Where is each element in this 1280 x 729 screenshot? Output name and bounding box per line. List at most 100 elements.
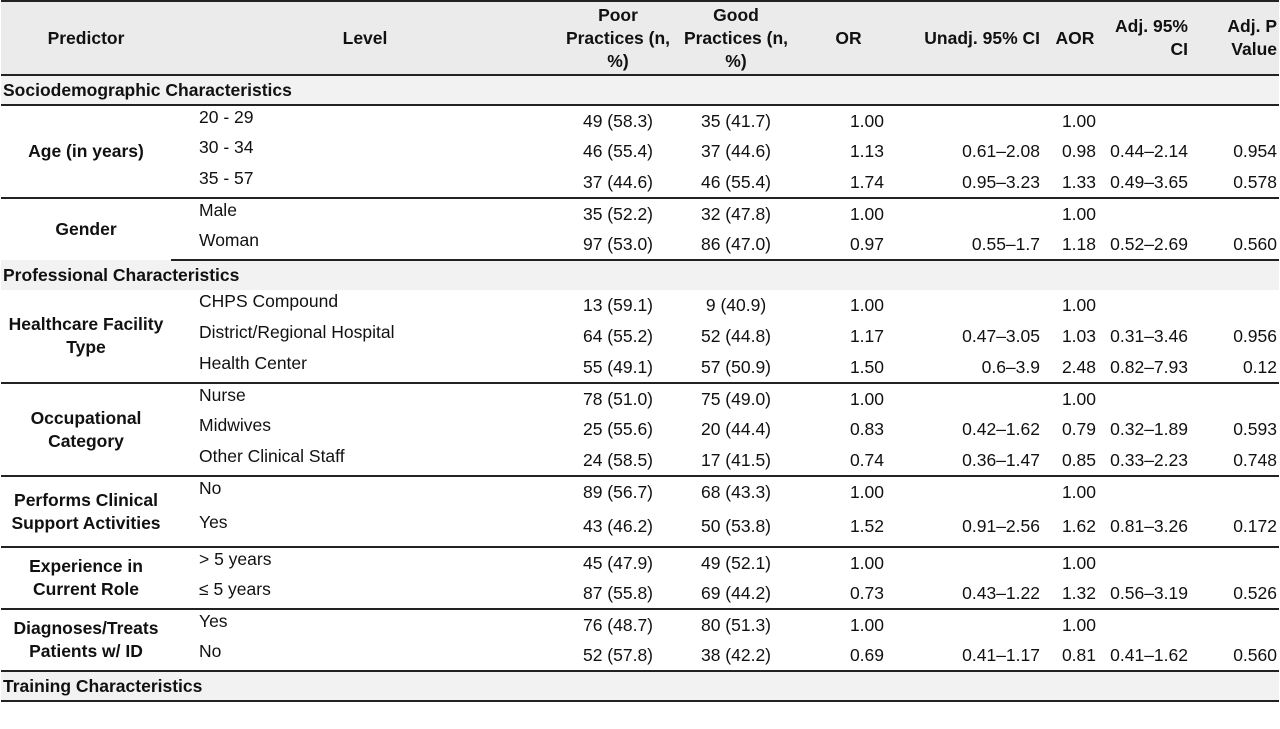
level-cell: Other Clinical Staff: [199, 445, 345, 466]
adj-ci-cell: [1100, 475, 1192, 507]
or-cell: 1.00: [795, 382, 902, 414]
poor-cell: 49 (58.3): [559, 104, 677, 136]
good-cell: 50 (53.8): [700, 516, 772, 536]
adj-ci-cell: 0.44–2.14: [1110, 141, 1188, 161]
adj-ci-cell: [1100, 382, 1192, 414]
ci-cell: 0.36–1.47: [962, 449, 1040, 470]
or-cell: 1.00: [795, 608, 902, 640]
or-cell: 1.52: [849, 516, 884, 536]
adj-ci-cell: 0.32–1.89: [1110, 419, 1188, 439]
adj-ci-cell: 0.31–3.46: [1110, 326, 1188, 346]
ci-cell: 0.61–2.08: [962, 141, 1040, 161]
table-row: Experience in Current Role > 5 years 45 …: [1, 546, 1279, 609]
table-row: District/Regional Hospital 64 (55.2) 52 …: [1, 321, 1279, 352]
aor-cell: 1.00: [1050, 382, 1100, 414]
p-cell: 0.560: [1192, 229, 1279, 261]
poor-cell: 89 (56.7): [559, 475, 677, 507]
header-predictor: Predictor: [47, 27, 125, 48]
aor-cell: 0.79: [1061, 419, 1096, 439]
aor-cell: 1.03: [1061, 326, 1096, 346]
or-cell: 1.00: [795, 546, 902, 578]
good-cell: 57 (50.9): [700, 356, 772, 377]
level-cell: No: [171, 475, 559, 507]
section-row: Training Characteristics: [1, 670, 1279, 701]
p-cell: [1192, 475, 1279, 507]
section-title: Sociodemographic Characteristics: [3, 79, 292, 100]
or-cell: 1.00: [795, 475, 902, 507]
p-cell: [1192, 290, 1279, 321]
good-cell: 80 (51.3): [677, 608, 795, 640]
level-cell: 35 - 57: [199, 167, 254, 188]
table-row: ≤ 5 years 87 (55.8) 69 (44.2) 0.73 0.43–…: [1, 578, 1279, 609]
poor-cell: 52 (57.8): [582, 644, 654, 665]
level-cell: Male: [171, 197, 559, 229]
or-cell: 0.73: [849, 582, 884, 603]
poor-cell: 43 (46.2): [582, 516, 654, 536]
table-row: Healthcare Facility Type CHPS Compound 1…: [1, 290, 1279, 357]
aor-cell: 1.00: [1050, 546, 1100, 578]
aor-cell: 0.81: [1061, 644, 1096, 665]
adj-ci-cell: 0.56–3.19: [1110, 582, 1188, 603]
ci-cell: 0.6–3.9: [981, 356, 1040, 377]
predictor-cell: Age (in years): [1, 104, 171, 198]
or-cell: 1.17: [849, 326, 884, 346]
adj-ci-cell: [1100, 290, 1192, 321]
good-cell: 20 (44.4): [700, 419, 772, 439]
or-cell: 1.00: [849, 295, 884, 315]
level-cell: ≤ 5 years: [199, 578, 271, 599]
table-row: Age (in years) 20 - 29 49 (58.3) 35 (41.…: [1, 104, 1279, 198]
or-cell: 0.83: [849, 419, 884, 439]
level-cell: 20 - 29: [171, 104, 559, 136]
or-cell: 0.69: [849, 644, 884, 665]
aor-cell: 1.33: [1061, 171, 1096, 192]
p-cell: [1192, 546, 1279, 578]
header-poor: Poor Practices (n, %): [565, 4, 671, 71]
p-cell: 0.956: [1233, 326, 1277, 346]
level-cell: 30 - 34: [199, 137, 254, 157]
or-cell: 0.97: [795, 229, 902, 261]
adj-ci-cell: 0.82–7.93: [1110, 356, 1188, 377]
table-row: Gender Male 35 (52.2) 32 (47.8) 1.00 1.0…: [1, 197, 1279, 260]
table-row: 35 - 57 37 (44.6) 46 (55.4) 1.74 0.95–3.…: [1, 167, 1279, 198]
adj-ci-cell: 0.52–2.69: [1100, 229, 1192, 261]
adj-ci-cell: [1100, 546, 1192, 578]
good-cell: 17 (41.5): [700, 449, 772, 470]
poor-cell: 97 (53.0): [559, 229, 677, 261]
ci-cell: [902, 475, 1050, 507]
p-cell: [1192, 104, 1279, 136]
adj-ci-cell: [1100, 104, 1192, 136]
aor-cell: 0.98: [1061, 141, 1096, 161]
or-cell: 1.74: [849, 171, 884, 192]
header-adj-p: Adj. P Value: [1227, 16, 1277, 59]
level-cell: Nurse: [171, 382, 559, 414]
header-level: Level: [342, 27, 388, 48]
header-or: OR: [835, 27, 862, 48]
table-row: Diagnoses/Treats Patients w/ ID Yes 76 (…: [1, 608, 1279, 671]
level-cell: District/Regional Hospital: [199, 322, 395, 342]
aor-cell: 1.18: [1050, 229, 1100, 261]
table-row: Occupational Category Nurse 78 (51.0) 75…: [1, 382, 1279, 476]
poor-cell: 25 (55.6): [582, 419, 654, 439]
or-cell: 1.13: [849, 141, 884, 161]
p-cell: 0.12: [1242, 356, 1277, 377]
p-cell: 0.172: [1233, 516, 1277, 536]
p-cell: 0.748: [1233, 449, 1277, 470]
poor-cell: 46 (55.4): [582, 141, 654, 161]
table-row: Other Clinical Staff 24 (58.5) 17 (41.5)…: [1, 445, 1279, 476]
poor-cell: 76 (48.7): [559, 608, 677, 640]
table-row: Yes 43 (46.2) 50 (53.8) 1.52 0.91–2.56 1…: [1, 507, 1279, 547]
ci-cell: 0.47–3.05: [962, 326, 1040, 346]
adj-ci-cell: [1100, 197, 1192, 229]
good-cell: 32 (47.8): [677, 197, 795, 229]
good-cell: 75 (49.0): [677, 382, 795, 414]
predictor-cell: Gender: [1, 197, 171, 260]
level-cell: Yes: [199, 512, 228, 532]
or-cell: 1.00: [795, 104, 902, 136]
or-cell: 1.50: [849, 356, 884, 377]
section-row: Sociodemographic Characteristics: [1, 75, 1279, 105]
level-cell: CHPS Compound: [199, 291, 339, 311]
aor-cell: 0.85: [1061, 449, 1096, 470]
section-title: Professional Characteristics: [3, 265, 240, 285]
good-cell: 37 (44.6): [700, 141, 772, 161]
good-cell: 35 (41.7): [677, 104, 795, 136]
